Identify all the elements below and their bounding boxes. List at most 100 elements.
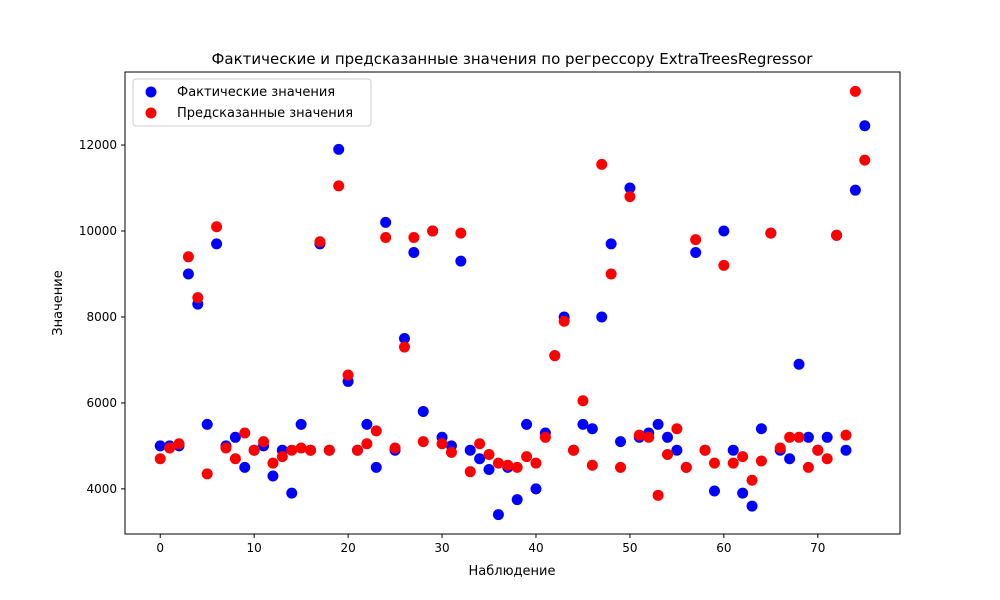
actual-point <box>690 247 702 259</box>
predicted-point <box>708 457 720 469</box>
predicted-point <box>568 444 580 456</box>
actual-point <box>662 431 673 443</box>
actual-point <box>624 182 636 194</box>
predicted-point <box>755 455 767 467</box>
actual-point <box>154 440 166 452</box>
predicted-point <box>633 429 645 441</box>
y-axis-ticks: 4000 6000 8000 10000 12000 <box>79 138 125 496</box>
actual-point <box>417 406 429 418</box>
predicted-point <box>596 158 608 170</box>
actual-point <box>239 461 251 473</box>
predicted-point <box>511 461 523 473</box>
predicted-point <box>615 461 627 473</box>
actual-point <box>784 453 796 465</box>
predicted-point <box>445 446 457 458</box>
actual-point <box>737 487 749 499</box>
x-tick-label: 20 <box>340 541 355 555</box>
predicted-point <box>718 259 730 271</box>
actual-point <box>727 444 739 456</box>
predicted-point <box>417 436 429 448</box>
predicted-point <box>239 427 251 439</box>
actual-point <box>793 358 805 370</box>
predicted-point <box>182 251 194 263</box>
predicted-point <box>624 191 636 203</box>
predicted-point <box>305 444 317 456</box>
actual-point <box>802 431 814 443</box>
actual-point <box>615 436 627 448</box>
x-tick-label: 10 <box>247 541 262 555</box>
predicted-point <box>727 457 739 469</box>
actual-point <box>821 431 833 443</box>
x-axis-label: Наблюдение <box>469 564 556 579</box>
plot-area <box>124 71 901 535</box>
predicted-point <box>690 234 702 246</box>
predicted-point <box>398 341 410 353</box>
predicted-point <box>455 227 467 239</box>
actual-point <box>708 485 720 497</box>
predicted-point <box>821 453 833 465</box>
y-tick-label: 12000 <box>79 138 117 152</box>
predicted-point <box>314 236 326 248</box>
actual-point <box>521 418 533 430</box>
predicted-point <box>662 448 673 460</box>
data-points <box>154 85 871 521</box>
predicted-point <box>502 459 514 471</box>
predicted-point <box>267 457 279 469</box>
actual-point <box>361 418 373 430</box>
actual-point <box>596 311 608 323</box>
predicted-point <box>201 468 213 480</box>
actual-point <box>859 120 871 132</box>
predicted-point <box>812 444 824 456</box>
actual-point <box>530 483 542 495</box>
x-tick-label: 60 <box>716 541 731 555</box>
predicted-point <box>784 431 796 443</box>
actual-point <box>474 453 486 465</box>
x-tick-label: 40 <box>528 541 543 555</box>
predicted-point <box>154 453 166 465</box>
predicted-point <box>333 180 345 192</box>
predicted-point <box>849 85 861 97</box>
predicted-point <box>342 369 354 381</box>
predicted-point <box>211 221 223 233</box>
predicted-point <box>605 268 617 280</box>
actual-point <box>511 494 523 506</box>
actual-point <box>295 418 307 430</box>
y-tick-label: 6000 <box>86 396 117 410</box>
predicted-point <box>699 444 711 456</box>
actual-point <box>746 500 758 512</box>
legend-marker-predicted <box>145 107 157 119</box>
predicted-point <box>680 461 692 473</box>
predicted-point <box>352 444 363 456</box>
predicted-point <box>859 154 871 166</box>
legend-marker-actual <box>145 86 157 98</box>
predicted-point <box>577 395 589 407</box>
actual-point <box>229 431 241 443</box>
plot-frame <box>124 71 901 535</box>
predicted-point <box>737 451 749 463</box>
predicted-point <box>380 231 392 243</box>
actual-point <box>671 444 683 456</box>
x-tick-label: 50 <box>622 541 637 555</box>
actual-point <box>398 332 410 344</box>
actual-point <box>380 216 392 228</box>
predicted-point <box>427 225 439 237</box>
actual-point <box>840 444 852 456</box>
y-tick-label: 8000 <box>86 310 117 324</box>
chart-legend: Фактические значения Предсказанные значе… <box>132 78 372 127</box>
series-predicted <box>154 85 871 501</box>
actual-point <box>455 255 467 267</box>
actual-point <box>577 418 589 430</box>
predicted-point <box>295 442 307 454</box>
predicted-point <box>671 423 683 435</box>
actual-point <box>718 225 730 237</box>
predicted-point <box>746 474 758 486</box>
predicted-point <box>765 227 777 239</box>
actual-point <box>211 238 223 250</box>
predicted-point <box>474 438 486 450</box>
y-tick-label: 4000 <box>86 482 117 496</box>
predicted-point <box>276 451 288 463</box>
predicted-point <box>361 438 373 450</box>
x-tick-label: 70 <box>810 541 825 555</box>
predicted-point <box>539 431 551 443</box>
predicted-point <box>164 442 176 454</box>
